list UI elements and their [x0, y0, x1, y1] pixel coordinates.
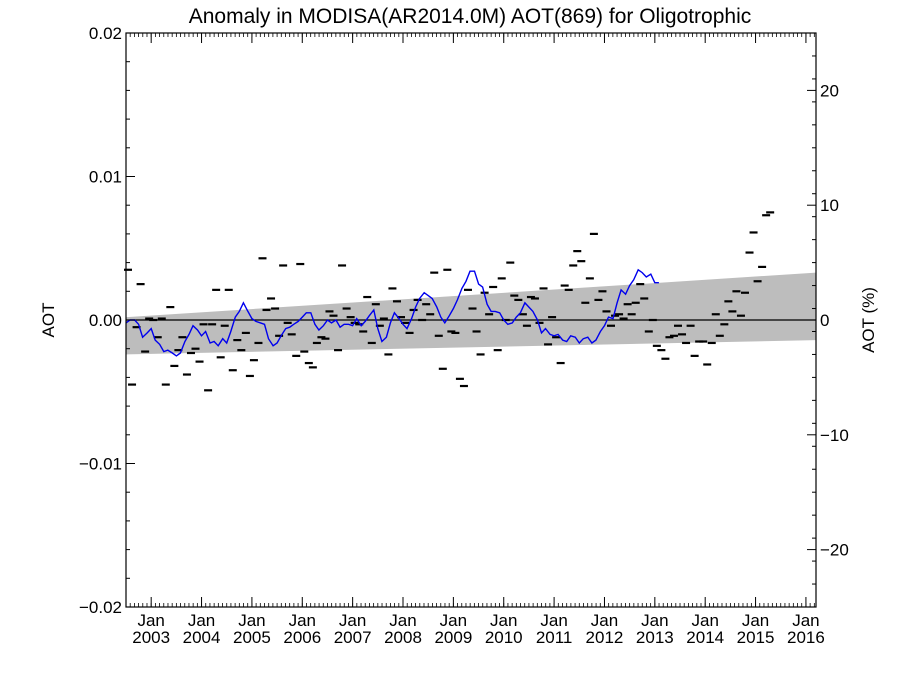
x-tick-month: Jan [691, 611, 718, 630]
time-axis: Jan2003Jan2004Jan2005Jan2006Jan2007Jan20… [125, 33, 825, 647]
monthly-anomaly-markers [124, 211, 775, 392]
x-tick-year: 2013 [636, 628, 674, 647]
left-tick-label: 0.02 [89, 24, 122, 43]
x-tick-year: 2007 [334, 628, 372, 647]
x-tick-month: Jan [289, 611, 316, 630]
x-tick-year: 2016 [787, 628, 825, 647]
left-tick-label: −0.01 [79, 455, 122, 474]
x-tick-month: Jan [137, 611, 164, 630]
left-tick-label: 0.00 [89, 311, 122, 330]
x-tick-year: 2011 [536, 628, 573, 647]
x-tick-month: Jan [490, 611, 517, 630]
x-tick-year: 2012 [586, 628, 624, 647]
x-tick-year: 2010 [485, 628, 523, 647]
x-tick-month: Jan [591, 611, 618, 630]
trend-uncertainty-band [126, 272, 816, 355]
right-axis: 20 10 0 −10 −20 [807, 32, 849, 608]
x-tick-year: 2004 [183, 628, 221, 647]
x-tick-month: Jan [238, 611, 265, 630]
x-tick-month: Jan [792, 611, 819, 630]
right-tick-label: 0 [820, 311, 829, 330]
x-tick-month: Jan [641, 611, 668, 630]
x-tick-year: 2015 [737, 628, 775, 647]
x-tick-month: Jan [440, 611, 467, 630]
right-tick-label: 10 [820, 196, 839, 215]
x-tick-year: 2003 [132, 628, 170, 647]
left-axis-label: AOT [39, 303, 58, 338]
right-tick-label: −20 [820, 541, 849, 560]
x-tick-month: Jan [188, 611, 215, 630]
x-tick-month: Jan [742, 611, 769, 630]
running-mean-line [125, 268, 659, 357]
chart-title: Anomaly in MODISA(AR2014.0M) AOT(869) fo… [189, 5, 752, 28]
x-tick-year: 2009 [434, 628, 472, 647]
x-tick-month: Jan [389, 611, 416, 630]
x-tick-month: Jan [540, 611, 567, 630]
left-tick-label: −0.02 [79, 598, 122, 617]
x-tick-year: 2006 [283, 628, 321, 647]
x-tick-year: 2008 [384, 628, 422, 647]
left-tick-label: 0.01 [89, 168, 122, 187]
left-axis: 0.02 0.01 0.00 −0.01 −0.02 [79, 24, 135, 617]
right-axis-label: AOT (%) [859, 287, 878, 353]
x-tick-year: 2005 [233, 628, 271, 647]
x-tick-month: Jan [339, 611, 366, 630]
x-tick-year: 2014 [686, 628, 724, 647]
right-tick-label: 20 [820, 81, 839, 100]
right-tick-label: −10 [820, 426, 849, 445]
